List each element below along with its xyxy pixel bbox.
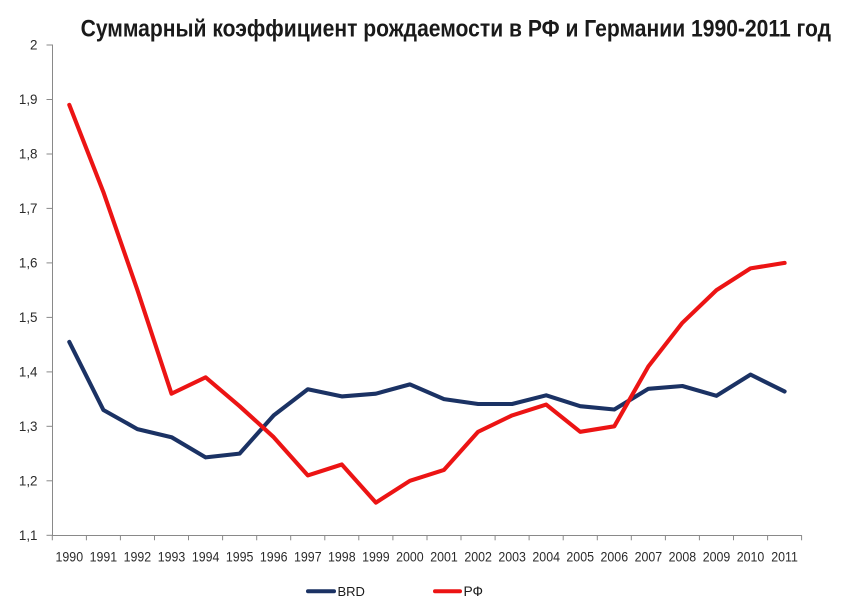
svg-text:1993: 1993 [158,549,186,565]
svg-text:2007: 2007 [635,549,663,565]
svg-text:1992: 1992 [124,549,152,565]
svg-text:1997: 1997 [294,549,322,565]
svg-text:2: 2 [30,38,37,53]
svg-text:2010: 2010 [737,549,765,565]
svg-text:2011: 2011 [771,549,798,565]
svg-text:Суммарный коэффициент рождаемо: Суммарный коэффициент рождаемости в РФ и… [81,15,831,41]
svg-text:1991: 1991 [90,549,118,565]
svg-text:2004: 2004 [532,549,560,565]
svg-text:1,6: 1,6 [19,256,38,271]
svg-text:1998: 1998 [328,549,356,565]
svg-text:2000: 2000 [396,549,424,565]
svg-text:2001: 2001 [430,549,458,565]
svg-text:1,4: 1,4 [19,365,38,380]
svg-text:2009: 2009 [703,549,731,565]
svg-text:1,7: 1,7 [19,201,38,216]
svg-text:РФ: РФ [464,584,484,599]
svg-text:2002: 2002 [464,549,492,565]
svg-text:1996: 1996 [260,549,288,565]
svg-text:BRD: BRD [338,584,365,599]
svg-text:2008: 2008 [669,549,697,565]
svg-text:2003: 2003 [498,549,526,565]
svg-text:1999: 1999 [362,549,390,565]
svg-text:1,8: 1,8 [19,147,38,162]
svg-text:2005: 2005 [566,549,594,565]
svg-text:1,1: 1,1 [19,528,38,543]
svg-text:1,3: 1,3 [19,419,38,434]
svg-text:1,9: 1,9 [19,92,38,107]
svg-text:1,5: 1,5 [19,310,38,325]
svg-text:2006: 2006 [601,549,629,565]
svg-text:1994: 1994 [192,549,220,565]
svg-text:1990: 1990 [56,549,84,565]
svg-text:1995: 1995 [226,549,254,565]
svg-text:1,2: 1,2 [19,473,38,488]
